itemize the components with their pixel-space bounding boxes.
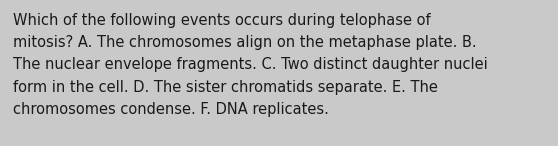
- Text: chromosomes condense. F. DNA replicates.: chromosomes condense. F. DNA replicates.: [13, 102, 329, 117]
- Text: Which of the following events occurs during telophase of: Which of the following events occurs dur…: [13, 13, 431, 28]
- Text: mitosis? A. The chromosomes align on the metaphase plate. B.: mitosis? A. The chromosomes align on the…: [13, 35, 477, 50]
- Text: The nuclear envelope fragments. C. Two distinct daughter nuclei: The nuclear envelope fragments. C. Two d…: [13, 57, 488, 72]
- Text: form in the cell. D. The sister chromatids separate. E. The: form in the cell. D. The sister chromati…: [13, 80, 438, 95]
